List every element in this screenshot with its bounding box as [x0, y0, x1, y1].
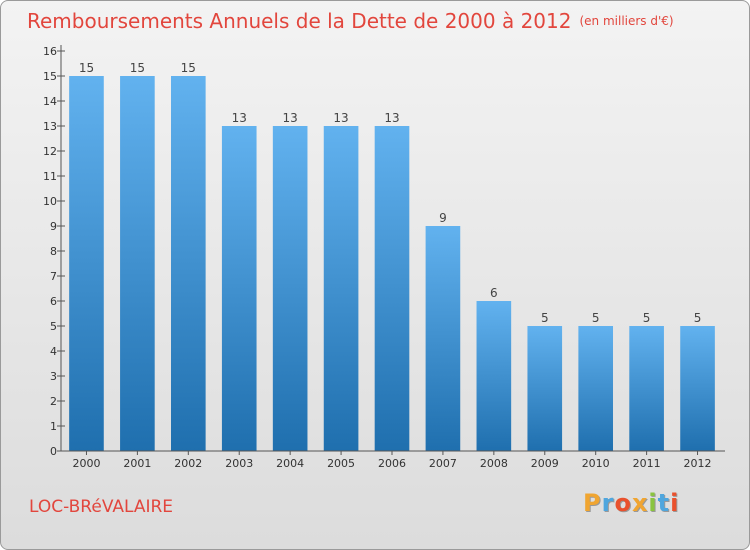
bar-2000 — [69, 76, 104, 451]
y-tick-label-4: 4 — [50, 345, 57, 358]
bar-2008 — [476, 301, 512, 451]
logo-letter: i — [648, 489, 658, 517]
bar-2009 — [527, 326, 563, 451]
x-tick-label-2009: 2009 — [531, 457, 559, 470]
logo-letter: i — [670, 489, 680, 517]
x-tick-label-2010: 2010 — [582, 457, 610, 470]
bar-2001 — [120, 76, 155, 451]
bar-2012 — [680, 326, 715, 451]
place-name: LOC-BRéVALAIRE — [29, 497, 174, 517]
x-tick-label-2002: 2002 — [174, 457, 202, 470]
y-tick-label-5: 5 — [50, 320, 57, 333]
value-label-2000: 15 — [79, 61, 94, 75]
value-label-2007: 9 — [439, 211, 447, 225]
value-label-2004: 13 — [283, 111, 298, 125]
y-tick-label-14: 14 — [43, 95, 57, 108]
x-tick-label-2007: 2007 — [429, 457, 457, 470]
y-tick-label-15: 15 — [43, 70, 57, 83]
proxiti-logo: Proxiti — [583, 489, 679, 517]
logo-letter: P — [583, 489, 602, 517]
logo-letter: x — [631, 489, 649, 517]
x-tick-label-2005: 2005 — [327, 457, 355, 470]
y-tick-label-11: 11 — [43, 170, 57, 183]
x-tick-label-2001: 2001 — [123, 457, 151, 470]
bar-2004 — [272, 126, 308, 451]
y-tick-label-2: 2 — [50, 395, 57, 408]
value-label-2011: 5 — [643, 311, 651, 325]
chart-title: Remboursements Annuels de la Dette de 20… — [27, 9, 674, 33]
y-tick-label-0: 0 — [50, 445, 57, 458]
bar-2010 — [578, 326, 614, 451]
x-tick-label-2006: 2006 — [378, 457, 406, 470]
y-tick-label-3: 3 — [50, 370, 57, 383]
bar-2003 — [221, 126, 257, 451]
bar-2007 — [425, 226, 461, 451]
value-label-2008: 6 — [490, 286, 498, 300]
bar-2011 — [629, 326, 664, 451]
bar-2006 — [374, 126, 410, 451]
y-tick-label-6: 6 — [50, 295, 57, 308]
value-label-2002: 15 — [181, 61, 196, 75]
value-label-2012: 5 — [694, 311, 702, 325]
y-tick-label-8: 8 — [50, 245, 57, 258]
chart-unit: (en milliers d'€) — [579, 14, 674, 28]
y-tick-label-10: 10 — [43, 195, 57, 208]
x-tick-label-2003: 2003 — [225, 457, 253, 470]
x-tick-label-2000: 2000 — [72, 457, 100, 470]
y-tick-label-9: 9 — [50, 220, 57, 233]
x-tick-label-2012: 2012 — [684, 457, 712, 470]
logo-letter: o — [614, 489, 632, 517]
y-tick-label-7: 7 — [50, 270, 57, 283]
value-label-2010: 5 — [592, 311, 600, 325]
bar-2002 — [170, 76, 206, 451]
logo-letter: t — [657, 489, 671, 517]
y-tick-label-1: 1 — [50, 420, 57, 433]
value-label-2003: 13 — [232, 111, 247, 125]
y-tick-label-13: 13 — [43, 120, 57, 133]
value-label-2001: 15 — [130, 61, 145, 75]
bar-2005 — [323, 126, 359, 451]
value-label-2005: 13 — [333, 111, 348, 125]
y-tick-label-16: 16 — [43, 45, 57, 58]
value-label-2006: 13 — [384, 111, 399, 125]
logo-letter: r — [601, 489, 615, 517]
value-label-2009: 5 — [541, 311, 549, 325]
x-tick-label-2008: 2008 — [480, 457, 508, 470]
x-tick-label-2004: 2004 — [276, 457, 304, 470]
x-tick-label-2011: 2011 — [633, 457, 661, 470]
y-tick-label-12: 12 — [43, 145, 57, 158]
